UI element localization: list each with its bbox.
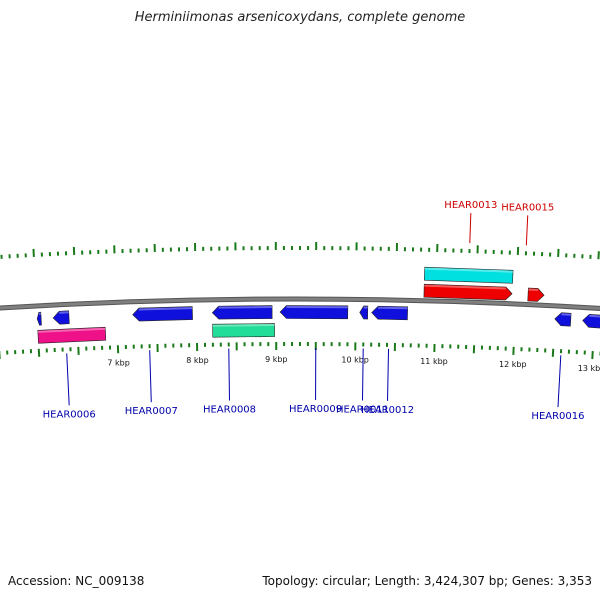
leader-line bbox=[362, 348, 364, 401]
gene-feature-body bbox=[52, 310, 70, 325]
gene-labels: HEAR0013 HEAR0015 HEAR0006 HEAR0007 HEAR0008… bbox=[43, 200, 585, 422]
gene-label-hear0015[interactable]: HEAR0015 bbox=[501, 202, 554, 246]
gene-feature[interactable] bbox=[582, 313, 600, 333]
gene-feature-body bbox=[424, 266, 514, 284]
gene-label-text: HEAR0016 bbox=[531, 411, 584, 422]
gene-feature-highlight bbox=[424, 267, 514, 273]
gene-label-text: HEAR0015 bbox=[501, 202, 554, 213]
gene-feature-body bbox=[36, 311, 42, 326]
gene-feature[interactable] bbox=[554, 312, 572, 327]
gene-feature-body bbox=[37, 326, 107, 344]
scale-labels: 7 kbp 8 kbp 9 kbp 10 kbp 11 kbp 12 kbp 13 kbp bbox=[107, 355, 600, 373]
gene-feature-body bbox=[212, 323, 275, 338]
gene-feature-body bbox=[371, 305, 408, 321]
backbone bbox=[0, 296, 600, 312]
gene-feature[interactable] bbox=[279, 305, 349, 320]
gene-label-hear0013[interactable]: HEAR0013 bbox=[444, 200, 497, 244]
gene-feature-highlight bbox=[138, 307, 193, 311]
gene-feature[interactable] bbox=[36, 311, 42, 326]
tick-marks bbox=[0, 242, 600, 360]
gene-feature-body bbox=[359, 305, 369, 320]
gene-label-hear0016[interactable]: HEAR0016 bbox=[531, 355, 585, 422]
leader-line bbox=[469, 213, 472, 244]
leader-line bbox=[149, 350, 152, 403]
leader-line bbox=[228, 348, 230, 401]
gene-label-text: HEAR0007 bbox=[125, 406, 178, 417]
gene-feature[interactable] bbox=[52, 310, 70, 325]
gene-feature[interactable] bbox=[423, 283, 513, 301]
gene-feature[interactable] bbox=[371, 305, 408, 321]
gene-label-hear0008[interactable]: HEAR0008 bbox=[203, 348, 256, 415]
leader-line bbox=[557, 355, 562, 408]
gene-feature-body bbox=[582, 313, 600, 329]
gene-label-text: HEAR0009 bbox=[289, 404, 342, 415]
scale-label: 8 kbp bbox=[186, 356, 208, 365]
gene-feature-body bbox=[527, 287, 545, 302]
scale-label: 12 kbp bbox=[499, 360, 527, 369]
gene-feature-body bbox=[279, 305, 349, 320]
feature-tracks bbox=[36, 266, 600, 344]
gene-feature-highlight bbox=[37, 327, 106, 333]
scale-label: 7 kbp bbox=[107, 358, 129, 367]
topology-summary: Topology: circular; Length: 3,424,307 bp… bbox=[262, 574, 592, 588]
leader-line bbox=[525, 215, 529, 246]
leader-line bbox=[66, 353, 70, 406]
gene-feature[interactable] bbox=[132, 306, 193, 322]
scale-label: 11 kbp bbox=[420, 357, 448, 366]
gene-feature-highlight bbox=[561, 313, 572, 316]
gene-label-hear0012[interactable]: HEAR0012 bbox=[361, 348, 414, 416]
gene-feature[interactable] bbox=[212, 323, 275, 338]
map-title: Herminiimonas arsenicoxydans, complete g… bbox=[134, 10, 466, 25]
gene-feature-body bbox=[132, 306, 193, 322]
gene-feature[interactable] bbox=[211, 305, 273, 320]
gene-feature-highlight bbox=[424, 284, 506, 290]
gene-feature[interactable] bbox=[424, 266, 514, 284]
gene-label-hear0011[interactable]: HEAR0011 bbox=[336, 348, 389, 415]
gene-feature-highlight bbox=[212, 324, 275, 327]
gene-label-hear0007[interactable]: HEAR0007 bbox=[125, 350, 178, 417]
leader-line bbox=[387, 348, 390, 401]
gene-label-text: HEAR0006 bbox=[43, 409, 96, 420]
gene-feature-body bbox=[211, 305, 273, 320]
accession-text: Accession: NC_009138 bbox=[8, 574, 145, 588]
gene-feature[interactable] bbox=[359, 305, 369, 320]
gene-label-hear0006[interactable]: HEAR0006 bbox=[43, 353, 96, 420]
gene-label-text: HEAR0011 bbox=[336, 404, 389, 415]
scale-label: 13 kbp bbox=[578, 364, 600, 373]
scale-label: 9 kbp bbox=[265, 355, 287, 364]
gene-feature-highlight bbox=[378, 306, 408, 310]
gene-feature[interactable] bbox=[527, 287, 545, 302]
scale-label: 10 kbp bbox=[341, 355, 369, 364]
gene-label-text: HEAR0012 bbox=[361, 405, 414, 416]
gene-label-text: HEAR0013 bbox=[444, 200, 497, 211]
gene-label-hear0009[interactable]: HEAR0009 bbox=[289, 348, 342, 415]
gene-feature-body bbox=[554, 312, 572, 327]
gene-feature[interactable] bbox=[37, 326, 107, 344]
gene-label-text: HEAR0008 bbox=[203, 404, 256, 415]
gene-feature-body bbox=[423, 283, 513, 301]
gene-feature-highlight bbox=[218, 306, 273, 309]
backbone-arc bbox=[0, 297, 600, 311]
